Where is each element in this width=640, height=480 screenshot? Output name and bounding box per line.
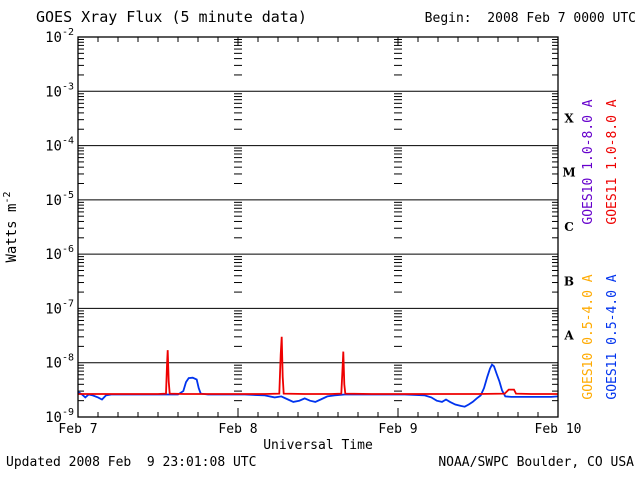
legend-goes10-short: GOES10 0.5-4.0 A xyxy=(581,274,596,399)
x-tick-label: Feb 10 xyxy=(535,422,582,437)
y-tick-label: 10-6 xyxy=(45,244,74,263)
series-goes11-long xyxy=(78,336,558,395)
x-axis-title: Universal Time xyxy=(263,438,373,453)
y-tick-label: 10-7 xyxy=(45,298,74,317)
y-tick-label: 10-3 xyxy=(45,81,74,100)
updated-timestamp: Updated 2008 Feb 9 23:01:08 UTC xyxy=(6,455,257,470)
begin-timestamp: Begin: 2008 Feb 7 0000 UTC xyxy=(424,11,636,26)
chart-title: GOES Xray Flux (5 minute data) xyxy=(36,8,307,26)
y-axis-title: Watts m-2 xyxy=(2,191,20,262)
flux-class-label: A xyxy=(563,329,574,343)
legend-goes10-long: GOES10 1.0-8.0 A xyxy=(581,99,596,224)
x-tick-label: Feb 9 xyxy=(378,422,417,437)
legend-goes11-short: GOES11 0.5-4.0 A xyxy=(605,274,620,399)
y-tick-label: 10-2 xyxy=(45,27,74,46)
flux-class-label: B xyxy=(564,274,574,288)
x-tick-label: Feb 8 xyxy=(218,422,257,437)
flux-class-label: M xyxy=(562,166,575,180)
legend-goes11-long: GOES11 1.0-8.0 A xyxy=(605,99,620,224)
plot-frame xyxy=(77,36,559,418)
y-tick-label: 10-8 xyxy=(45,353,74,372)
flux-class-label: C xyxy=(564,220,574,234)
credit-text: NOAA/SWPC Boulder, CO USA xyxy=(438,455,634,470)
series-goes11-short xyxy=(78,363,558,408)
x-tick-label: Feb 7 xyxy=(58,422,97,437)
y-tick-label: 10-4 xyxy=(45,136,74,155)
flux-class-label: X xyxy=(564,111,574,125)
y-tick-label: 10-5 xyxy=(45,190,74,209)
